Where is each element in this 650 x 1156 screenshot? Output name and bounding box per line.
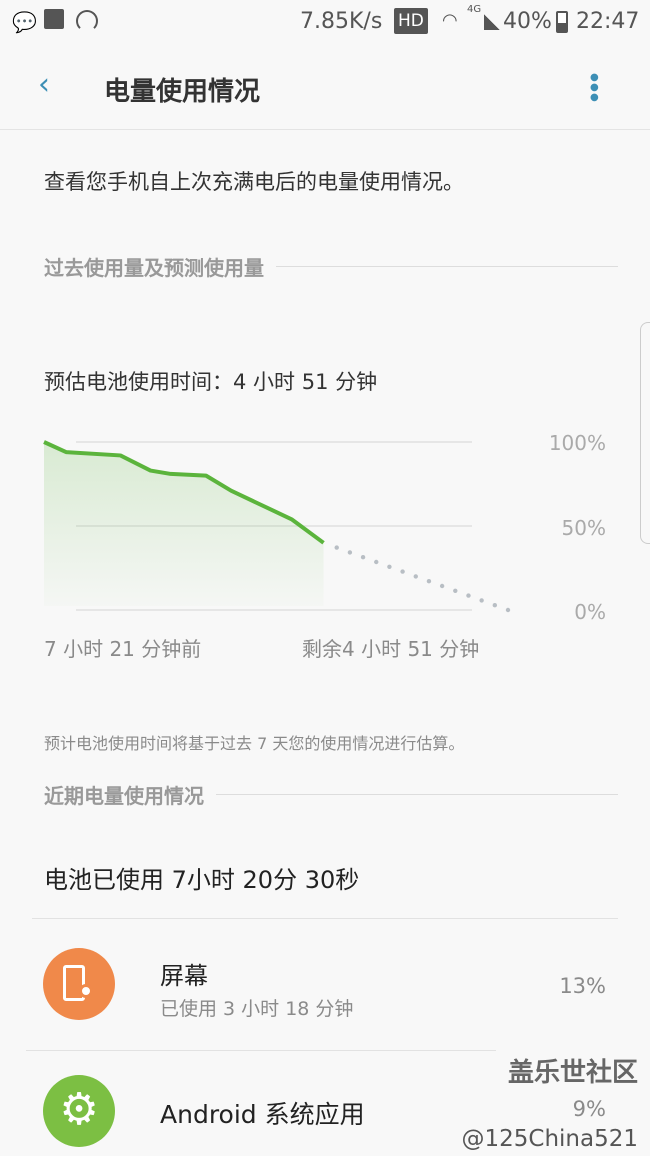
projection-dot bbox=[360, 555, 366, 560]
projection-dot bbox=[400, 569, 405, 574]
app-bar: ‹ 电量使用情况 ● ● ● bbox=[0, 45, 650, 130]
battery-icon bbox=[556, 11, 568, 33]
wechat-icon: 💬 bbox=[12, 10, 37, 34]
item-percent: 9% bbox=[572, 1097, 606, 1121]
item-name: Android 系统应用 bbox=[160, 1100, 365, 1129]
usage-item-android-system[interactable]: ⚙ Android 系统应用 9% bbox=[0, 1051, 650, 1156]
divider bbox=[26, 1050, 496, 1051]
item-name: 屏幕 bbox=[160, 962, 208, 990]
projection-dot bbox=[505, 607, 511, 613]
history-line bbox=[43, 440, 325, 545]
screen-brightness-icon bbox=[43, 948, 115, 1020]
usage-item-screen[interactable]: 屏幕 已使用 3 小时 18 分钟 13% bbox=[0, 920, 650, 1050]
projection-dot bbox=[334, 545, 339, 550]
watermark-text: 盖乐世社区 bbox=[507, 1058, 638, 1088]
back-button[interactable]: ‹ bbox=[38, 67, 50, 102]
ytick-100: 100% bbox=[549, 431, 606, 455]
projection-dot bbox=[439, 583, 445, 589]
projection-dot bbox=[413, 574, 418, 579]
ytick-0: 0% bbox=[574, 600, 606, 624]
wifi-icon: ◠ bbox=[442, 10, 458, 31]
speedometer-icon bbox=[76, 10, 98, 32]
section-header-recent-usage: 近期电量使用情况 bbox=[44, 780, 618, 809]
watermark-handle: @125China521 bbox=[461, 1126, 639, 1152]
projection-dot bbox=[374, 559, 379, 565]
section-title: 过去使用量及预测使用量 bbox=[44, 256, 264, 280]
page-title: 电量使用情况 bbox=[104, 77, 261, 107]
status-bar: 💬 7.85K/s HD ◠ 4G 40% 22:47 bbox=[0, 0, 650, 45]
net-speed: 7.85K/s bbox=[300, 9, 383, 34]
x-label-start: 7 小时 21 分钟前 bbox=[44, 637, 202, 661]
estimated-time: 预估电池使用时间：4 小时 51 分钟 bbox=[44, 370, 378, 394]
x-label-end: 剩余4 小时 51 分钟 bbox=[302, 637, 480, 661]
projection-dot bbox=[466, 593, 471, 598]
estimate-note: 预计电池使用时间将基于过去 7 天您的使用情况进行估算。 bbox=[44, 734, 465, 753]
projection-dot bbox=[347, 550, 353, 555]
battery-used-time: 电池已使用 7小时 20分 30秒 bbox=[44, 866, 360, 894]
section-header-usage-prediction: 过去使用量及预测使用量 bbox=[44, 252, 618, 281]
history-area bbox=[44, 442, 324, 606]
gear-icon: ⚙ bbox=[43, 1075, 115, 1147]
section-title: 近期电量使用情况 bbox=[44, 784, 204, 808]
hd-badge: HD bbox=[394, 8, 428, 34]
item-usage-time: 已使用 3 小时 18 分钟 bbox=[160, 998, 354, 1020]
clock: 22:47 bbox=[576, 9, 640, 34]
more-options-button[interactable]: ● ● ● bbox=[590, 72, 599, 103]
item-percent: 13% bbox=[559, 974, 606, 998]
projection-dot bbox=[387, 564, 392, 569]
projection-dot bbox=[453, 588, 458, 593]
projection-dot bbox=[426, 579, 432, 584]
projection-dot bbox=[479, 598, 484, 603]
battery-percent: 40% bbox=[503, 9, 552, 34]
edge-panel-handle[interactable] bbox=[640, 322, 650, 544]
ytick-50: 50% bbox=[562, 516, 606, 540]
gallery-icon bbox=[44, 9, 64, 29]
divider bbox=[32, 918, 618, 919]
signal-icon bbox=[484, 14, 500, 30]
network-type: 4G bbox=[467, 4, 482, 15]
description: 查看您手机自上次充满电后的电量使用情况。 bbox=[44, 170, 464, 194]
battery-chart: 100% 50% 0% bbox=[43, 431, 606, 624]
projection-dot bbox=[492, 603, 498, 608]
